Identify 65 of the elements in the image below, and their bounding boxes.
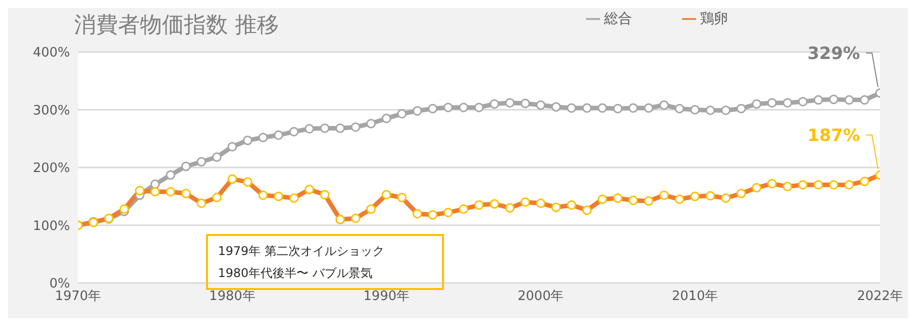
- annotation: 329%: [807, 44, 860, 64]
- point: [798, 96, 808, 106]
- point: [366, 118, 376, 128]
- point: [443, 102, 453, 112]
- point: [844, 95, 854, 105]
- y-tick-label: 0%: [49, 276, 70, 292]
- point: [536, 100, 546, 110]
- point: [382, 114, 392, 124]
- point: [644, 103, 654, 113]
- point: [490, 99, 500, 109]
- point: [736, 104, 746, 114]
- point: [474, 102, 484, 112]
- y-tick-label: 200%: [32, 161, 70, 176]
- x-tick-label: 2022年: [856, 289, 904, 304]
- point: [582, 103, 592, 113]
- point: [520, 98, 530, 108]
- annotation: 1979年 第二次オイルショック: [218, 243, 386, 260]
- point: [814, 95, 824, 105]
- point: [258, 132, 268, 142]
- point: [320, 123, 330, 133]
- point: [458, 102, 468, 112]
- annotation: 1980年代後半〜 バブル景気: [218, 265, 374, 282]
- point: [289, 126, 299, 136]
- legend-label: 鶏卵: [700, 11, 728, 27]
- chart-title: 消費者物価指数 推移: [74, 12, 279, 40]
- point: [304, 124, 314, 134]
- point: [335, 123, 345, 133]
- point: [196, 156, 206, 166]
- point: [706, 106, 716, 116]
- annotation: 187%: [807, 126, 860, 146]
- x-tick-label: 1970年: [54, 289, 102, 304]
- point: [274, 130, 284, 140]
- point: [212, 152, 222, 162]
- x-tick-label: 2000年: [518, 289, 564, 304]
- x-tick-label: 2010年: [672, 289, 718, 304]
- point: [628, 103, 638, 113]
- point: [505, 98, 515, 108]
- point: [566, 103, 576, 113]
- x-tick-label: 1990年: [363, 289, 410, 304]
- point: [828, 94, 838, 104]
- point: [412, 106, 422, 116]
- point: [767, 98, 777, 108]
- point: [181, 162, 191, 172]
- point: [674, 104, 684, 114]
- point: [242, 136, 252, 146]
- point: [752, 99, 762, 109]
- point: [721, 106, 731, 116]
- point: [397, 109, 407, 119]
- point: [428, 104, 438, 114]
- x-tick-label: 1980年: [209, 289, 256, 304]
- point: [551, 102, 561, 112]
- point: [227, 142, 237, 152]
- point: [690, 105, 700, 114]
- point: [782, 98, 792, 108]
- point: [659, 100, 669, 110]
- y-tick-label: 400%: [32, 46, 70, 61]
- legend-label: 総合: [604, 11, 632, 27]
- point: [350, 122, 360, 132]
- y-tick-label: 300%: [32, 103, 70, 118]
- point: [860, 95, 870, 105]
- y-tick-label: 100%: [32, 218, 70, 234]
- point: [598, 103, 608, 113]
- point: [166, 170, 176, 180]
- point: [150, 179, 160, 189]
- point: [613, 104, 623, 114]
